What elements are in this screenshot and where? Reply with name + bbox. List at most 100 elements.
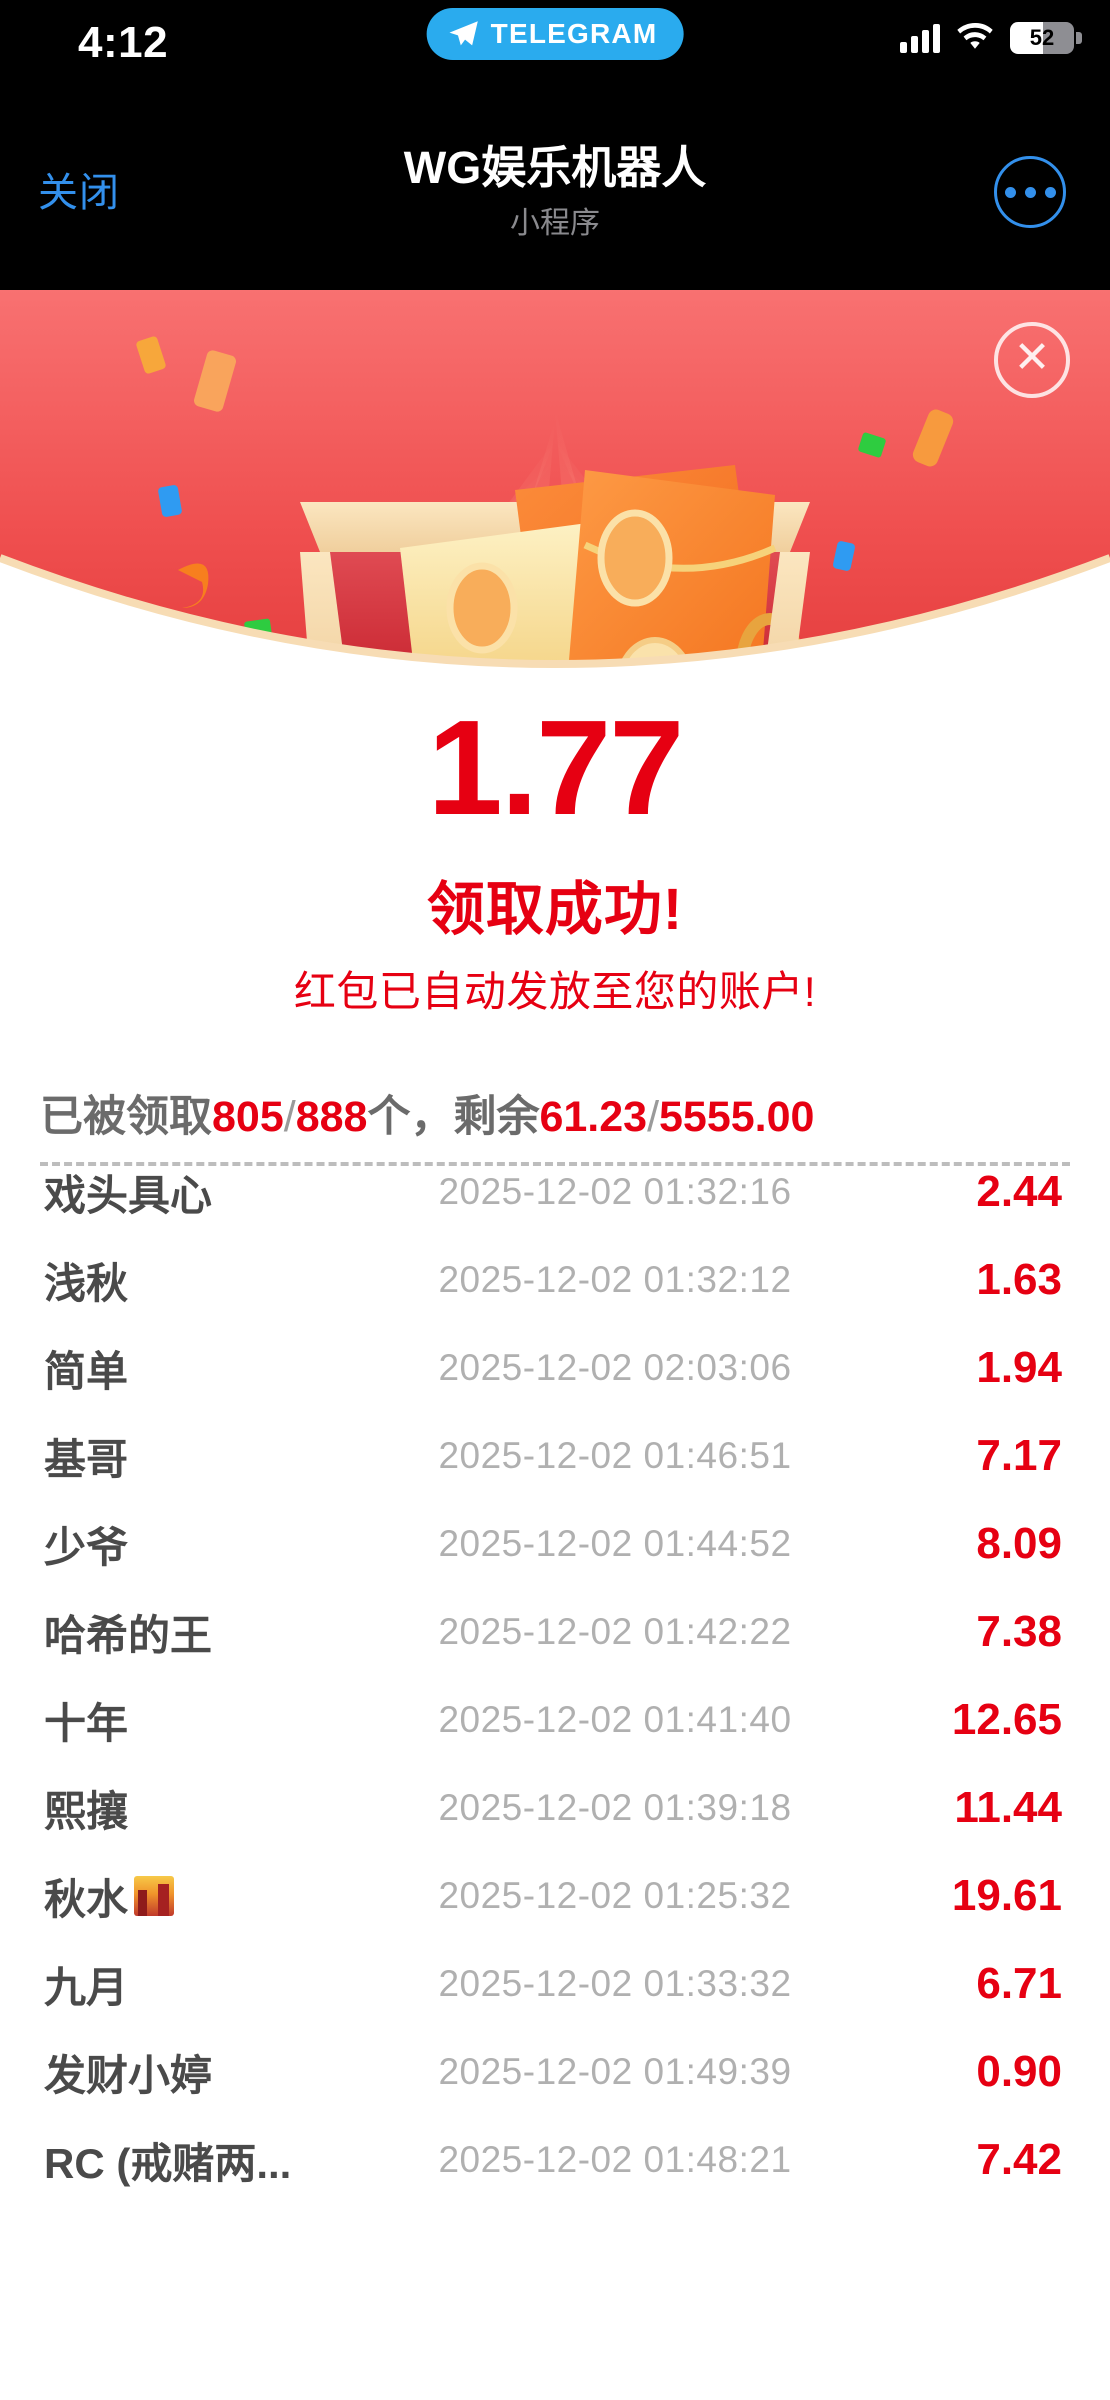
record-name-text: 熙攘 xyxy=(44,1787,129,1835)
record-amount: 12.65 xyxy=(951,1695,1062,1744)
table-row[interactable]: RC (戒赌两... 2025-12-02 01:48:21 7.42 xyxy=(0,2116,1110,2204)
record-amount: 19.61 xyxy=(951,1871,1062,1920)
record-amount: 7.42 xyxy=(976,2135,1062,2184)
record-timestamp: 2025-12-02 01:41:40 xyxy=(438,1699,792,1740)
red-packet-illustration xyxy=(0,290,1110,668)
record-amount: 2.44 xyxy=(976,1170,1062,1216)
dashed-divider xyxy=(40,1162,1070,1166)
battery-indicator: 52 xyxy=(1010,22,1074,54)
record-name-text: 少爷 xyxy=(44,1523,129,1571)
record-name: 发财小婷 xyxy=(44,2042,344,2103)
record-name-text: RC (戒赌两... xyxy=(44,2139,292,2187)
record-timestamp: 2025-12-02 01:44:52 xyxy=(438,1523,792,1564)
record-name-text: 九月 xyxy=(44,1963,129,2011)
record-amount: 6.71 xyxy=(976,1959,1062,2008)
stats-claimed-count: 805 xyxy=(212,1093,284,1141)
stats-claimed-total: 888 xyxy=(295,1093,368,1141)
stats-slash-1: / xyxy=(283,1093,296,1141)
stats-remain-label: 剩余 xyxy=(453,1093,540,1141)
record-name-text: 简单 xyxy=(44,1347,129,1395)
account-note: 红包已自动发放至您的账户! xyxy=(293,968,817,1015)
record-name: 哈希的王 xyxy=(44,1602,344,1663)
record-timestamp: 2025-12-02 01:32:12 xyxy=(438,1259,792,1300)
table-row[interactable]: 少爷 2025-12-02 01:44:52 8.09 xyxy=(0,1500,1110,1588)
table-row[interactable]: 简单 2025-12-02 02:03:06 1.94 xyxy=(0,1324,1110,1412)
record-timestamp: 2025-12-02 01:48:21 xyxy=(438,2139,792,2180)
record-name-text: 发财小婷 xyxy=(44,2051,213,2099)
record-name: 少爷 xyxy=(44,1514,344,1575)
record-name: 十年 xyxy=(44,1690,344,1751)
table-row[interactable]: 哈希的王 2025-12-02 01:42:22 7.38 xyxy=(0,1588,1110,1676)
table-row[interactable]: 戏头具心 2025-12-02 01:32:16 2.44 xyxy=(0,1170,1110,1236)
page-title: WG娱乐机器人 xyxy=(403,142,707,193)
record-timestamp: 2025-12-02 02:03:06 xyxy=(438,1347,792,1388)
record-timestamp: 2025-12-02 01:32:16 xyxy=(438,1171,792,1212)
red-packet-banner: ✕ xyxy=(0,290,1110,705)
more-options-button[interactable] xyxy=(994,156,1066,228)
table-row[interactable]: 熙攘 2025-12-02 01:39:18 11.44 xyxy=(0,1764,1110,1852)
battery-level-label: 52 xyxy=(1029,25,1055,50)
record-name-text: 哈希的王 xyxy=(44,1611,213,1659)
table-row[interactable]: 基哥 2025-12-02 01:46:51 7.17 xyxy=(0,1412,1110,1500)
close-x-glyph: ✕ xyxy=(1013,333,1051,382)
nav-bar: 关闭 WG娱乐机器人 小程序 xyxy=(0,96,1110,290)
table-row[interactable]: 发财小婷 2025-12-02 01:49:39 0.90 xyxy=(0,2028,1110,2116)
status-bar-clock: 4:12 xyxy=(78,18,169,67)
stats-remain-total: 5555.00 xyxy=(659,1093,815,1141)
page-subtitle: 小程序 xyxy=(510,206,600,240)
more-dot-2 xyxy=(1024,186,1036,198)
nav-title-group: WG娱乐机器人 小程序 xyxy=(0,142,1110,242)
record-name: RC (戒赌两... xyxy=(44,2130,344,2191)
stats-claimed-label: 已被领取 xyxy=(40,1093,212,1141)
record-name-text: 戏头具心 xyxy=(44,1171,213,1219)
record-name: 熙攘 xyxy=(44,1778,344,1839)
claim-records-list[interactable]: 戏头具心 2025-12-02 01:32:16 2.44 浅秋 2025-12-02 … xyxy=(0,1170,1110,2310)
telegram-plane-icon xyxy=(449,21,478,46)
record-timestamp: 2025-12-02 01:46:51 xyxy=(438,1435,792,1476)
table-row[interactable]: 十年 2025-12-02 01:41:40 12.65 xyxy=(0,1676,1110,1764)
record-timestamp: 2025-12-02 01:42:22 xyxy=(438,1611,792,1652)
close-x-icon[interactable]: ✕ xyxy=(994,322,1070,398)
cityscape-emoji-icon xyxy=(134,1876,175,1916)
record-name: 戏头具心 xyxy=(44,1170,344,1223)
record-name: 基哥 xyxy=(44,1426,344,1487)
record-amount: 0.90 xyxy=(976,2047,1062,2096)
claim-stats: 已被领取805/888个，剩余61.23/5555.00 xyxy=(40,1082,1070,1144)
close-webapp-button[interactable]: 关闭 xyxy=(38,171,120,215)
record-amount: 7.38 xyxy=(976,1607,1062,1656)
telegram-app-pill[interactable]: TELEGRAM xyxy=(426,8,684,60)
status-bar-indicators: 52 xyxy=(900,22,1082,54)
status-bar: 4:12 TELEGRAM 52 xyxy=(0,0,1110,96)
record-name-text: 浅秋 xyxy=(44,1259,129,1307)
wifi-icon xyxy=(957,23,993,49)
record-name: 秋水 xyxy=(44,1866,344,1927)
more-dot-3 xyxy=(1044,186,1056,198)
record-name-text: 秋水 xyxy=(44,1875,129,1923)
table-row[interactable]: 浅秋 2025-12-02 01:32:12 1.63 xyxy=(0,1236,1110,1324)
record-amount: 11.44 xyxy=(954,1783,1062,1832)
record-name-text: 十年 xyxy=(44,1699,129,1747)
record-timestamp: 2025-12-02 01:25:32 xyxy=(438,1875,792,1916)
success-message: 领取成功! xyxy=(426,877,684,942)
claimed-amount: 1.77 xyxy=(427,692,685,843)
record-timestamp: 2025-12-02 01:49:39 xyxy=(438,2051,792,2092)
record-amount: 1.63 xyxy=(976,1255,1062,1304)
more-dot-1 xyxy=(1004,186,1016,198)
stats-slash-2: / xyxy=(647,1093,660,1141)
table-row[interactable]: 九月 2025-12-02 01:33:32 6.71 xyxy=(0,1940,1110,2028)
stats-unit-label: 个， xyxy=(367,1093,454,1141)
stats-remain-amount: 61.23 xyxy=(539,1093,648,1141)
record-name: 简单 xyxy=(44,1338,344,1399)
telegram-app-label: TELEGRAM xyxy=(490,18,658,49)
record-name-text: 基哥 xyxy=(44,1435,129,1483)
record-amount: 8.09 xyxy=(976,1519,1062,1568)
record-name: 浅秋 xyxy=(44,1250,344,1311)
battery-cap-icon xyxy=(1076,32,1082,44)
record-name: 九月 xyxy=(44,1954,344,2015)
record-amount: 1.94 xyxy=(976,1343,1062,1392)
record-amount: 7.17 xyxy=(976,1431,1062,1480)
record-timestamp: 2025-12-02 01:39:18 xyxy=(438,1787,792,1828)
table-row[interactable]: 秋水 2025-12-02 01:25:32 19.61 xyxy=(0,1852,1110,1940)
record-timestamp: 2025-12-02 01:33:32 xyxy=(438,1963,792,2004)
